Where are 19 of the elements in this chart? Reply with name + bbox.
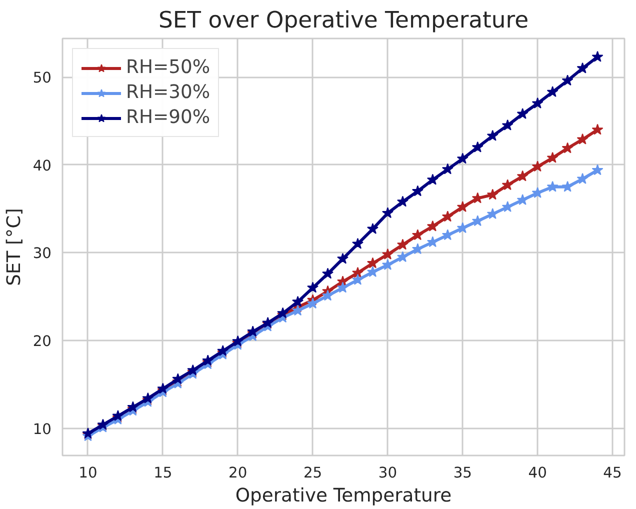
x-tick-label: 15 — [154, 464, 172, 482]
chart-title: SET over Operative Temperature — [158, 8, 529, 34]
x-tick-label: 45 — [603, 464, 622, 482]
y-tick-label: 50 — [32, 70, 52, 87]
x-tick-label: 10 — [78, 464, 98, 482]
legend-label: RH=30% — [126, 82, 210, 103]
x-tick-label: 20 — [228, 464, 248, 482]
y-tick-label: 10 — [32, 420, 52, 438]
y-axis-title: SET [°C] — [4, 208, 25, 286]
x-tick-label: 25 — [303, 464, 322, 482]
x-tick-label: 35 — [453, 464, 472, 482]
y-tick-label: 30 — [32, 245, 52, 262]
x-tick-label: 30 — [378, 464, 398, 482]
legend-label: RH=50% — [126, 57, 210, 78]
y-tick-label: 40 — [32, 157, 52, 174]
x-axis-title: Operative Temperature — [235, 486, 452, 506]
legend-label: RH=90% — [126, 107, 210, 128]
x-tick-label: 40 — [528, 464, 547, 482]
y-tick-label: 20 — [32, 332, 52, 350]
